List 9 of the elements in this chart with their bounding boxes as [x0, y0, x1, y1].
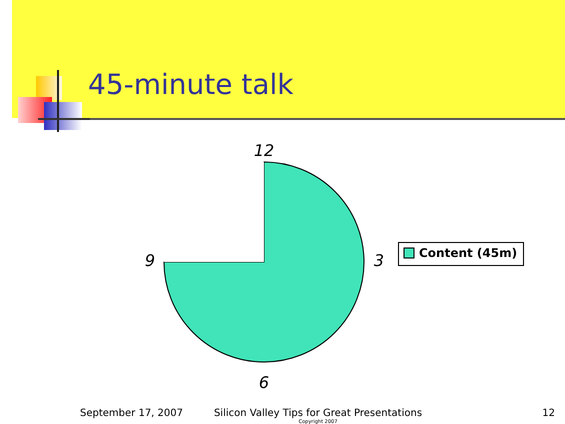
text: 9 [144, 251, 156, 270]
text: 3 [374, 251, 384, 270]
text: 6 [258, 373, 270, 392]
text: September 17, 2007 [80, 408, 183, 419]
text: 12 [542, 408, 555, 419]
text: Silicon Valley Tips for Great Presentations [214, 408, 422, 419]
legend-label: Content (45m) [419, 246, 518, 260]
chart-title: 45-minute talk [88, 68, 294, 101]
text: 12 [254, 141, 274, 160]
